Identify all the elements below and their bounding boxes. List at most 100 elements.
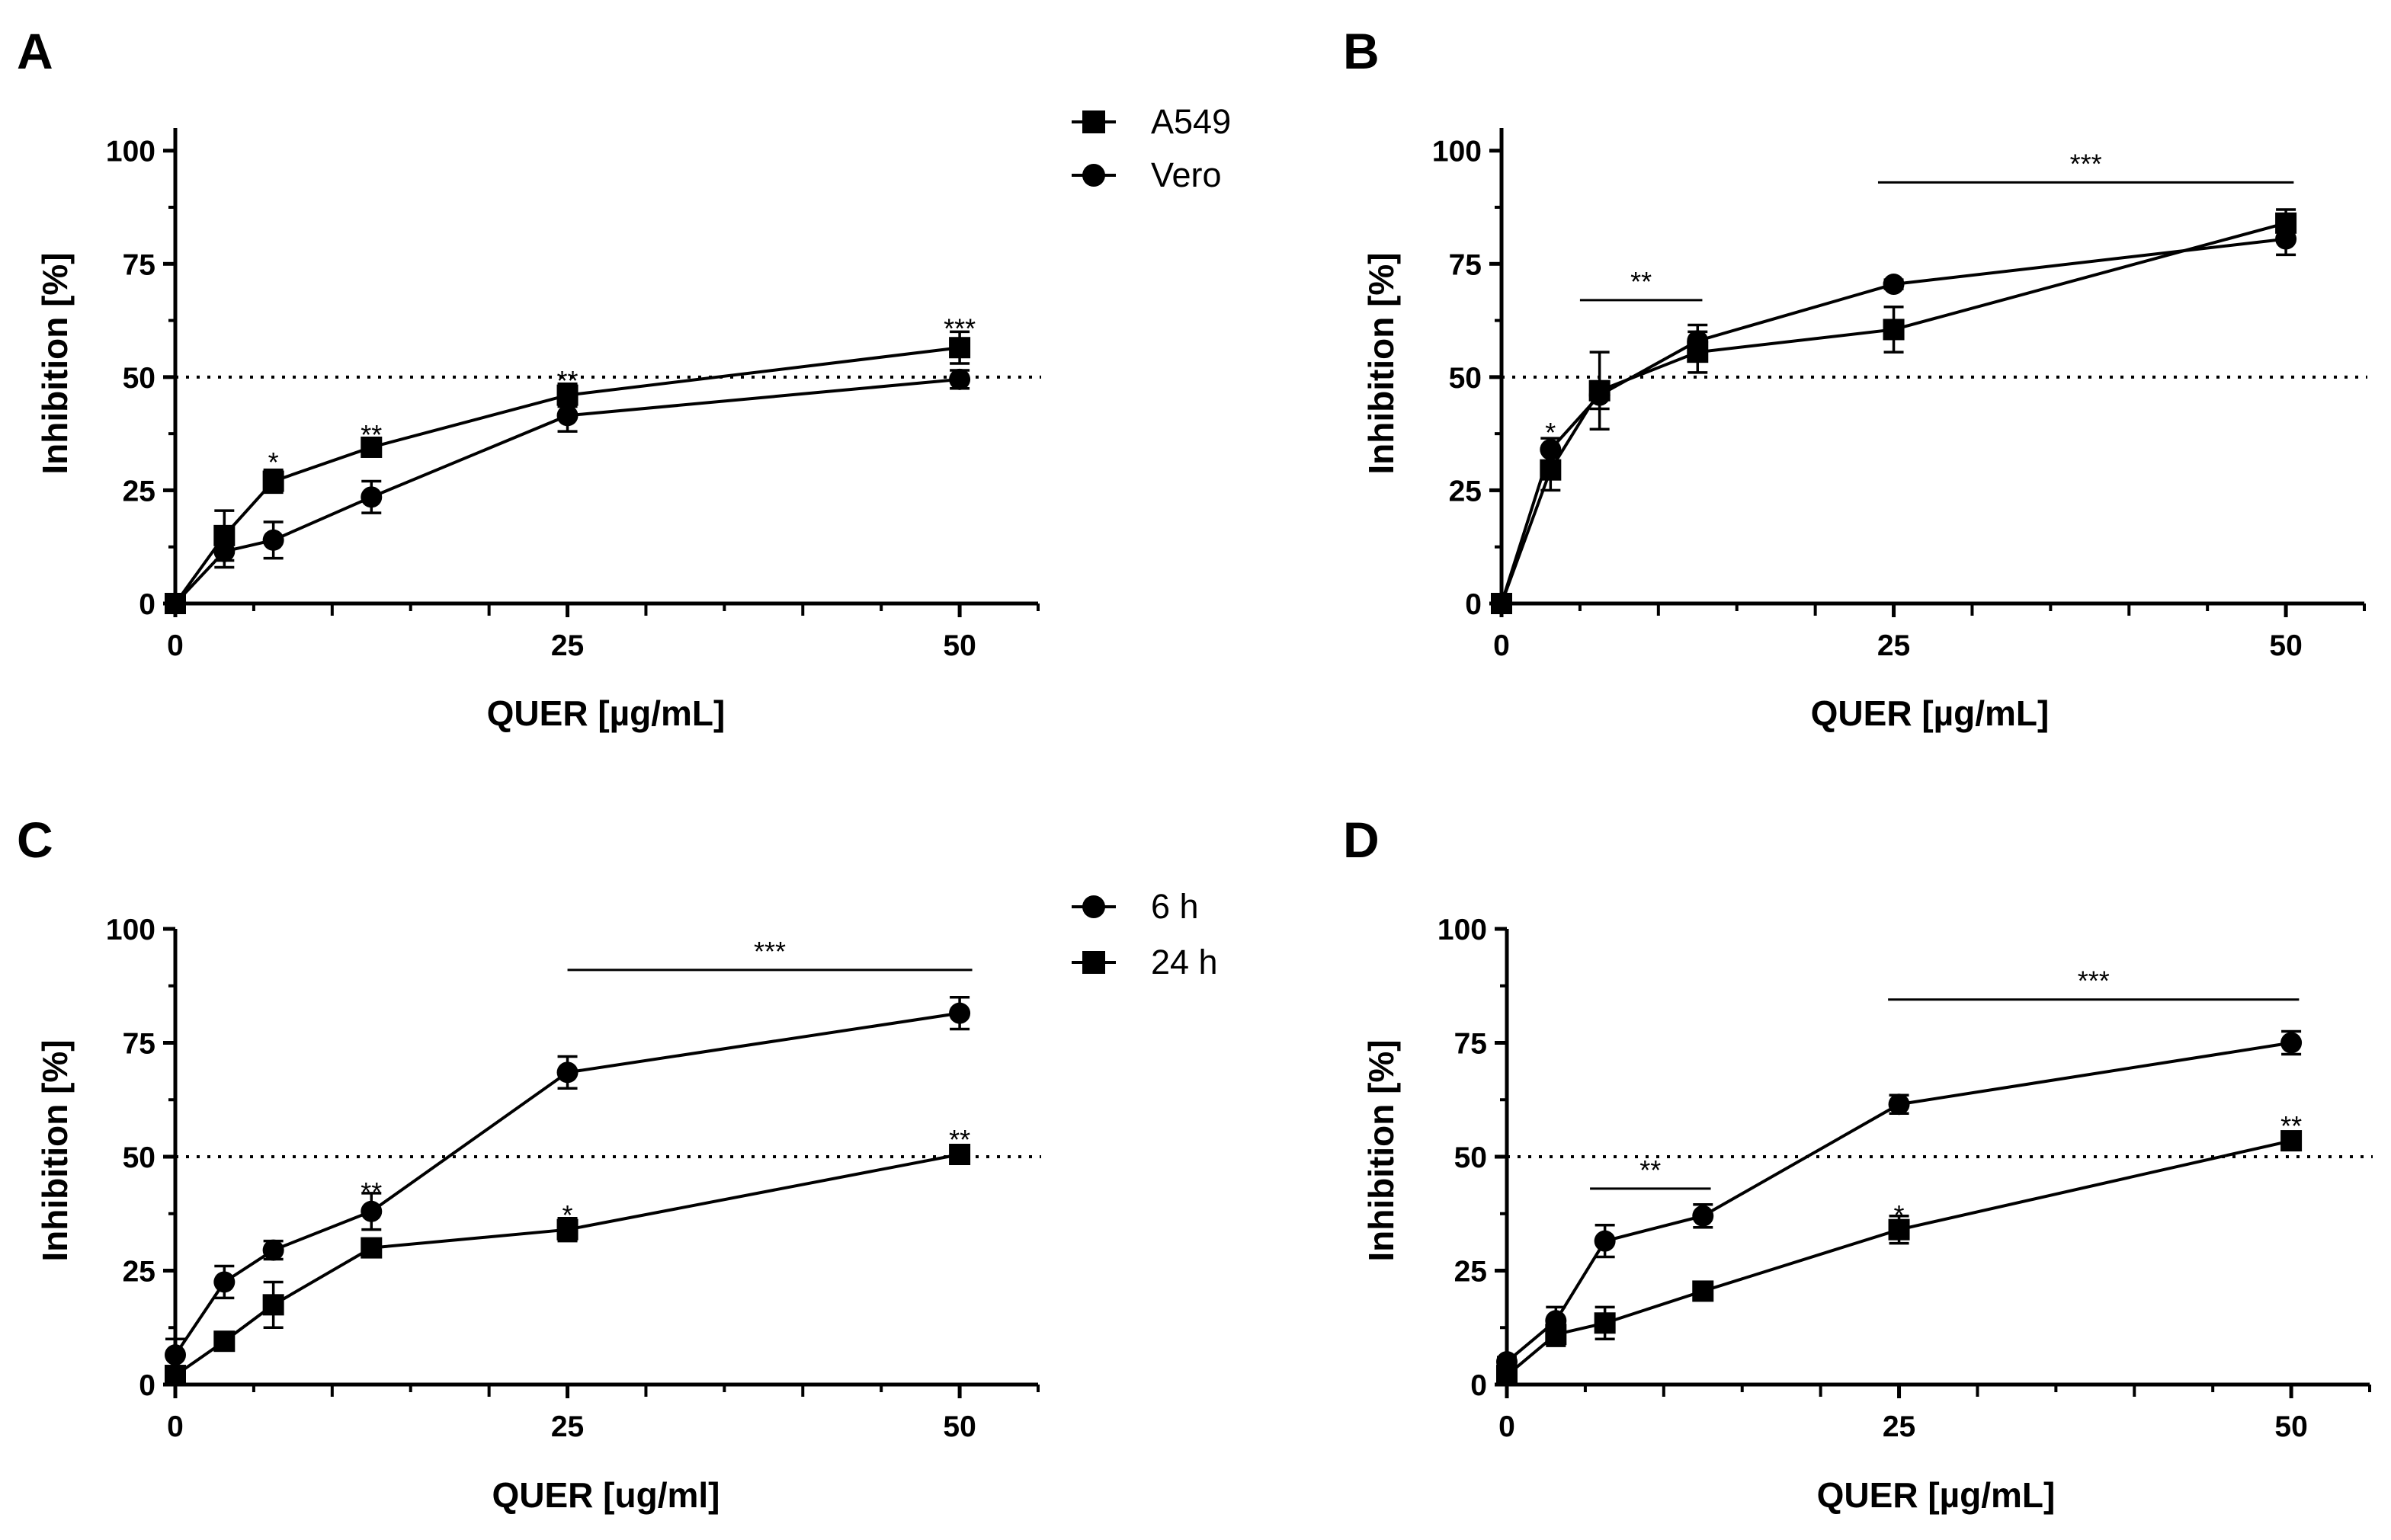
series-24h-point (1496, 1365, 1518, 1387)
legend-label: A549 (1151, 102, 1231, 141)
series-6h-point (262, 1239, 284, 1261)
series-vero-point (213, 540, 236, 562)
x-axis-label: QUER [ug/ml] (492, 1475, 720, 1515)
legend-label: 6 h (1151, 887, 1199, 926)
legend-item-24h: 24 h (1072, 943, 1218, 981)
series-24h-point (262, 1294, 284, 1316)
legend-item-a549: A549 (1072, 102, 1231, 141)
series-vero-point (361, 486, 383, 508)
y-tick-label: 0 (139, 588, 155, 621)
legend-item-6h: 6 h (1072, 887, 1199, 926)
series-6h-point (361, 1200, 383, 1222)
x-axis-label: QUER [µg/mL] (1817, 1475, 2056, 1515)
legend: A549 Vero (1072, 102, 1231, 194)
y-tick-label: 25 (1449, 475, 1482, 507)
series-24h-point (165, 1365, 186, 1387)
significance-label: ** (361, 419, 382, 450)
y-axis-label: Inhibition [%] (35, 252, 75, 474)
y-tick-label: 0 (139, 1369, 155, 1402)
y-tick-label: 75 (123, 1028, 155, 1061)
x-axis-label: QUER [µg/mL] (1811, 693, 2050, 733)
y-tick-label: 25 (123, 1256, 155, 1289)
legend-label: Vero (1151, 155, 1222, 194)
series-6h-point (1594, 1230, 1616, 1252)
x-tick-label: 50 (2274, 1410, 2307, 1443)
y-tick-label: 100 (1437, 914, 1487, 946)
y-tick-label: 100 (1432, 136, 1482, 168)
significance-label: *** (944, 312, 976, 344)
y-tick-label: 50 (1449, 362, 1482, 395)
series-6h-point (1692, 1205, 1714, 1227)
series-24h-point (2280, 1130, 2303, 1152)
y-tick-label: 100 (106, 136, 155, 168)
series-a549-point (361, 436, 383, 458)
series-24h-point (556, 1218, 579, 1241)
panel-letter: D (1343, 812, 1380, 868)
y-axis-label: Inhibition [%] (1361, 252, 1401, 474)
significance-label: ** (949, 1124, 970, 1155)
y-tick-label: 75 (123, 248, 155, 281)
y-tick-label: 75 (1449, 248, 1482, 281)
legend-square-marker (1082, 951, 1105, 974)
significance-label: ** (2280, 1110, 2302, 1141)
x-tick-label: 25 (1883, 1410, 1915, 1443)
series-vero-point (262, 529, 284, 551)
series-6h-point (1888, 1093, 1910, 1116)
legend-circle-marker (1082, 164, 1105, 187)
y-tick-label: 50 (1454, 1141, 1487, 1174)
significance-label: *** (754, 936, 786, 967)
significance-label: * (268, 447, 279, 478)
series-24h-point (361, 1237, 383, 1259)
significance-label: ** (361, 1177, 382, 1208)
legend-item-vero: Vero (1072, 155, 1222, 194)
y-tick-label: 25 (1454, 1256, 1487, 1289)
series-6h-point (949, 1002, 971, 1024)
legend-square-marker (1082, 110, 1105, 133)
x-tick-label: 0 (167, 629, 184, 662)
significance-label: *** (2078, 965, 2110, 997)
series-a549-point (262, 470, 284, 492)
series-vero-point (556, 405, 579, 427)
significance-label: * (1545, 417, 1556, 448)
series-vero-line (174, 377, 960, 605)
x-tick-label: 0 (167, 1410, 184, 1443)
significance-label: *** (2070, 148, 2102, 179)
series-vero-point (1883, 274, 1905, 296)
panel-c: C Inhibition [%] QUER [ug/ml] 6 h 24 h 0… (17, 812, 1218, 1515)
x-tick-label: 25 (551, 1410, 584, 1443)
panel-letter: B (1343, 23, 1380, 79)
series-vero-point (1588, 384, 1611, 406)
y-tick-label: 75 (1454, 1028, 1487, 1061)
y-tick-label: 100 (106, 914, 155, 946)
y-tick-label: 25 (123, 475, 155, 507)
series-a549-line (1500, 221, 2287, 604)
x-tick-label: 0 (1498, 1410, 1515, 1443)
y-tick-label: 0 (1465, 588, 1482, 621)
series-vero-line (1500, 237, 2287, 604)
x-axis-label: QUER [µg/mL] (487, 693, 726, 733)
series-vero-point (949, 368, 971, 390)
series-a549-point (1883, 319, 1905, 341)
series-vero-point (1687, 330, 1709, 352)
legend-circle-marker (1082, 895, 1105, 918)
panel-a: A Inhibition [%] QUER [µg/mL] A549 Vero … (17, 23, 1231, 733)
y-tick-label: 50 (123, 1141, 155, 1174)
significance-label: ** (1639, 1154, 1661, 1186)
series-24h-point (1888, 1218, 1910, 1241)
panel-b: B Inhibition [%] QUER [µg/mL] 0 25 50 75 100… (1343, 23, 2367, 733)
series-24h-point (1545, 1324, 1567, 1346)
x-tick-label: 50 (2269, 629, 2302, 662)
x-tick-label: 25 (551, 629, 584, 662)
series-24h-point (1692, 1280, 1714, 1302)
series-vero-point (1540, 438, 1562, 460)
y-tick-label: 0 (1470, 1369, 1487, 1402)
series-6h-point (2280, 1032, 2303, 1054)
legend-label: 24 h (1151, 943, 1218, 981)
significance-label: * (1894, 1199, 1905, 1231)
series-6h-line (174, 1011, 960, 1356)
significance-label: * (562, 1199, 573, 1231)
x-tick-label: 0 (1493, 629, 1510, 662)
legend: 6 h 24 h (1072, 887, 1218, 981)
series-24h-point (949, 1144, 971, 1166)
